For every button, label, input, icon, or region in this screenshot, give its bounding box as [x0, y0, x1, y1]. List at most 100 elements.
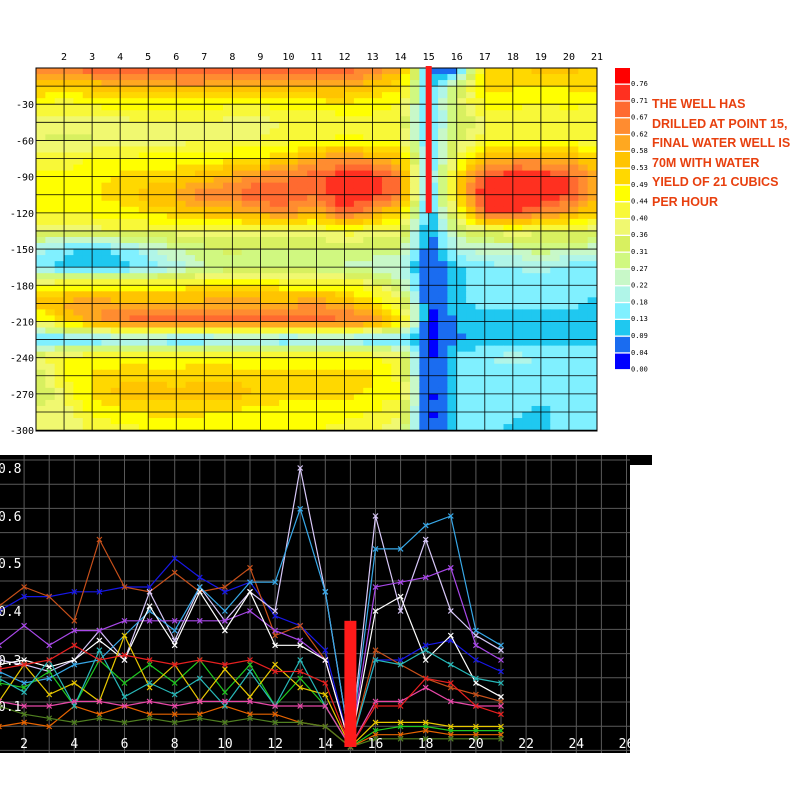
heatmap-cell	[288, 164, 299, 172]
heatmap-cell	[419, 170, 430, 178]
heatmap-cell	[456, 140, 467, 147]
heatmap-cell	[503, 375, 514, 383]
heatmap-cell	[456, 80, 467, 87]
heatmap-cell	[204, 411, 215, 419]
heatmap-cell	[251, 291, 261, 298]
heatmap-cell	[157, 74, 168, 81]
heatmap-cell	[45, 92, 56, 99]
heatmap-cell	[101, 134, 112, 141]
heatmap-cell	[344, 176, 355, 184]
heatmap-cell	[316, 411, 327, 419]
heatmap-cell	[372, 339, 383, 347]
data-point-marker	[498, 735, 504, 742]
heatmap-cell	[428, 194, 439, 202]
heatmap-cell	[494, 110, 504, 117]
heatmap-cell	[288, 315, 299, 322]
heatmap-cell	[391, 255, 402, 262]
heatmap-cell	[101, 261, 112, 268]
heatmap-cell	[54, 122, 65, 129]
heatmap-cell	[353, 285, 364, 292]
heatmap-cell	[456, 381, 467, 389]
data-point-marker	[46, 642, 53, 649]
heatmap-cell	[372, 333, 383, 341]
heatmap-cell	[512, 128, 523, 135]
heatmap-cell	[64, 321, 74, 329]
heatmap-cell	[157, 110, 168, 117]
heatmap-cell	[466, 357, 476, 365]
data-point-marker	[272, 711, 279, 718]
heatmap-cell	[447, 140, 458, 147]
heatmap-cell	[522, 164, 533, 172]
heatmap-cell	[428, 357, 439, 365]
heatmap-cell	[36, 212, 46, 220]
heatmap-cell	[213, 170, 224, 178]
heatmap-cell	[297, 393, 308, 401]
heatmap-cell	[232, 333, 243, 341]
heatmap-cell	[344, 104, 355, 111]
heatmap-cell	[568, 98, 579, 105]
heatmap-cell	[194, 273, 205, 280]
x-tick-label: 8	[229, 52, 235, 63]
heatmap-cell	[568, 387, 579, 395]
heatmap-cell	[241, 315, 252, 322]
heatmap-cell	[129, 351, 140, 359]
heatmap-cell	[176, 134, 187, 141]
heatmap-cell	[120, 424, 130, 431]
heatmap-cell	[73, 212, 84, 220]
heatmap-cell	[428, 110, 439, 117]
heatmap-cell	[279, 212, 289, 220]
heatmap-cell	[456, 134, 467, 141]
heatmap-cell	[101, 315, 112, 322]
heatmap-cell	[456, 309, 467, 316]
heatmap-cell	[494, 249, 504, 256]
heatmap-cell	[503, 321, 514, 329]
heatmap-cell	[297, 381, 308, 389]
heatmap-cell	[531, 80, 542, 87]
heatmap-cell	[101, 405, 112, 413]
heatmap-cell	[194, 194, 205, 202]
heatmap-cell	[475, 194, 486, 202]
heatmap-cell	[101, 230, 112, 238]
heatmap-cell	[568, 74, 579, 81]
heatmap-cell	[372, 110, 383, 117]
x-tick-label: 26	[619, 737, 635, 752]
heatmap-cell	[64, 375, 74, 383]
legend-label: 0.40	[631, 214, 648, 222]
data-point-marker	[0, 680, 2, 686]
heatmap-cell	[353, 418, 364, 425]
heatmap-cell	[36, 243, 46, 250]
x-tick-label: 20	[468, 737, 484, 752]
heatmap-cell	[110, 92, 121, 99]
heatmap-cell	[307, 424, 317, 431]
heatmap-cell	[223, 206, 233, 214]
heatmap-cell	[522, 387, 533, 395]
heatmap-cell	[363, 200, 374, 208]
heatmap-cell	[494, 405, 504, 413]
heatmap-cell	[54, 218, 65, 226]
data-point-marker	[297, 657, 304, 663]
heatmap-cell	[353, 176, 364, 184]
heatmap-cell	[213, 363, 224, 371]
heatmap-cell	[568, 236, 579, 244]
heatmap-cell	[550, 86, 561, 93]
heatmap-cell	[325, 424, 336, 431]
data-point-marker	[171, 691, 178, 698]
heatmap-cell	[64, 309, 74, 316]
heatmap-cell	[129, 393, 140, 401]
heatmap-cell	[279, 357, 289, 365]
heatmap-cell	[559, 309, 570, 316]
heatmap-cell	[101, 249, 112, 256]
heatmap-cell	[447, 393, 458, 401]
heatmap-cell	[260, 279, 271, 286]
heatmap-cell	[438, 224, 448, 232]
heatmap-cell	[73, 86, 84, 93]
heatmap-cell	[568, 285, 579, 292]
heatmap-cell	[166, 381, 177, 389]
heatmap-cell	[381, 411, 392, 419]
heatmap-cell	[307, 345, 317, 353]
heatmap-cell	[568, 375, 579, 383]
heatmap-cell	[223, 381, 233, 389]
heatmap-cell	[54, 158, 65, 166]
heatmap-cell	[494, 146, 504, 153]
heatmap-cell	[559, 230, 570, 238]
